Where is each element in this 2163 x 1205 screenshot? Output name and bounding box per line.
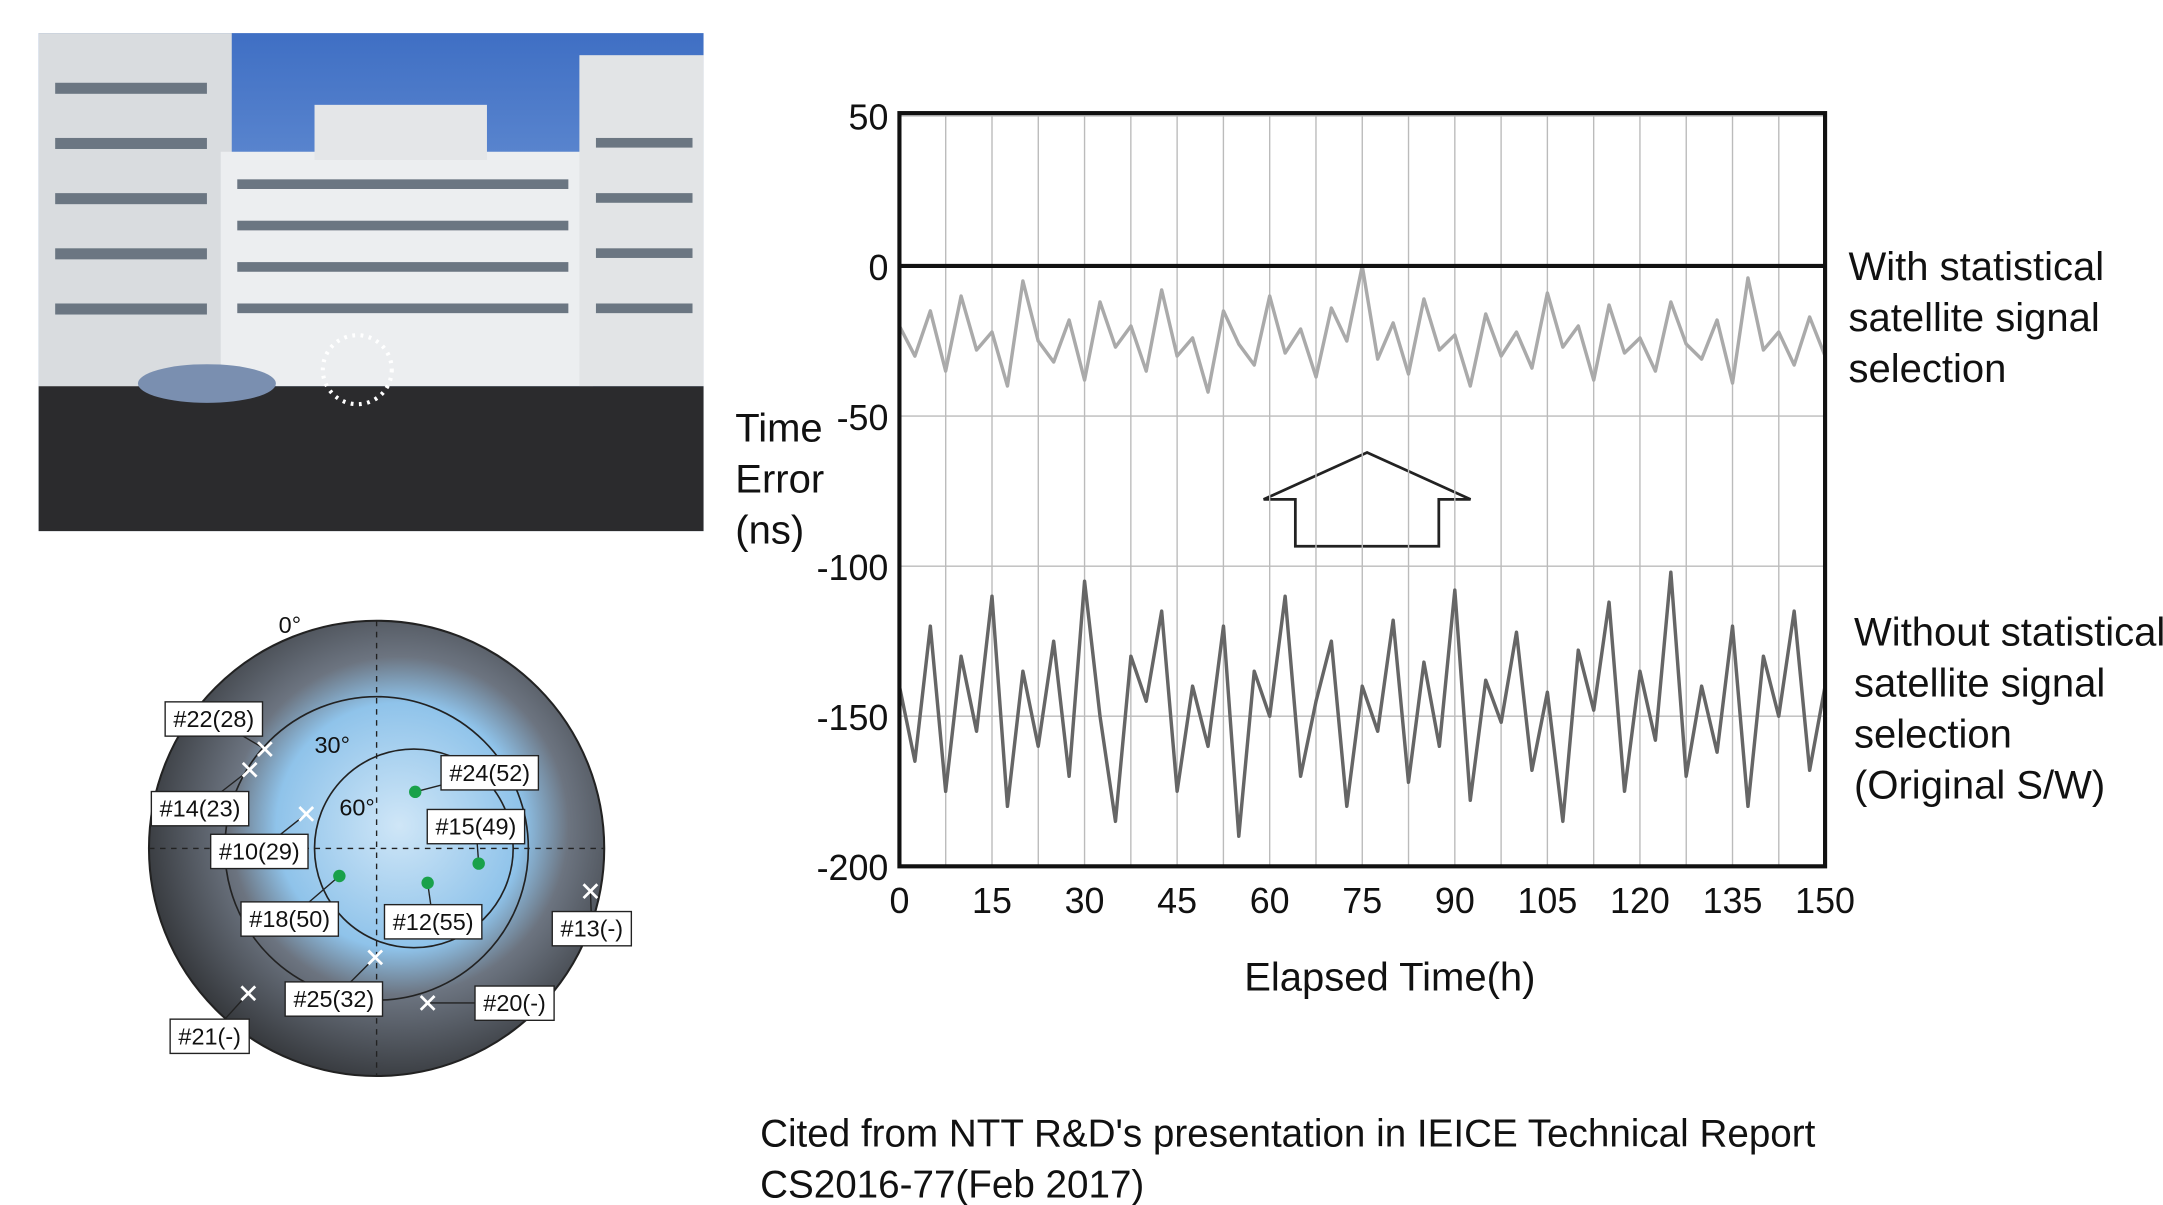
series-annotation: (Original S/W) (1854, 764, 2105, 808)
improvement-arrow (1263, 450, 1472, 548)
plot-frame (897, 111, 1828, 869)
satellite-label-box (150, 790, 250, 827)
satellite-label: #24(52) (449, 760, 530, 786)
visible-satellite (333, 869, 346, 883)
site-photo (38, 33, 704, 532)
satellite-label-box (240, 901, 340, 937)
series-annotation: With statistical (1849, 245, 2105, 289)
satellite-label-box (474, 985, 555, 1022)
y-tick-label: -100 (817, 548, 889, 588)
satellite-label: #22(28) (173, 706, 254, 732)
x-tick-label: 135 (1703, 881, 1763, 921)
y-tick-label: 0 (868, 248, 888, 288)
x-tick-label: 105 (1517, 881, 1577, 921)
satellite-label-box (164, 701, 264, 737)
satellite-label-box (551, 910, 633, 947)
x-tick-label: 90 (1435, 881, 1475, 921)
series-annotation: selection (1854, 713, 2012, 757)
blocked-satellite (367, 949, 384, 966)
y-tick-label: -50 (837, 398, 889, 438)
elevation-label: 0° (279, 612, 301, 638)
chart: -200 -150 -100 -50 0 50 0 15 30 45 60 75 90 105 120 135… (735, 98, 2163, 1000)
satellite-label: #13(-) (561, 916, 624, 942)
content: 0° 30° 60° #22(28) #14(23) #10(29) #18(50) #25(… (38, 33, 2163, 1205)
x-tick-label: 75 (1342, 881, 1382, 921)
caption: Cited from NTT R&D's presentation in IEI… (760, 1112, 1816, 1155)
series-annotation: Without statistical (1854, 611, 2163, 655)
y-tick-label: -150 (817, 698, 889, 738)
satellite-label: #20(-) (483, 990, 546, 1016)
satellite-label: #15(49) (436, 814, 517, 840)
visible-satellite (472, 857, 485, 870)
y-axis-label: Error (735, 457, 824, 501)
satellite-label-box (284, 981, 384, 1017)
satellite-label: #21(-) (178, 1023, 241, 1049)
x-tick-label: 30 (1065, 881, 1105, 921)
satellite-label-box (169, 1018, 250, 1055)
satellite-label-box (426, 808, 526, 845)
caption: CS2016-77(Feb 2017) (760, 1163, 1144, 1205)
blocked-satellite (241, 761, 258, 778)
blocked-satellite (240, 985, 257, 1002)
visible-satellite (421, 876, 434, 890)
series-annotation: satellite signal (1854, 662, 2105, 706)
y-axis-label: Time (735, 406, 822, 450)
satellite-label: #12(55) (393, 909, 474, 935)
x-tick-label: 45 (1157, 881, 1197, 921)
y-tick-label: -200 (817, 848, 889, 888)
satellite-label-box (440, 754, 540, 791)
y-tick-label: 50 (849, 98, 889, 138)
x-tick-label: 0 (889, 881, 909, 921)
blocked-satellite (419, 995, 436, 1011)
x-axis-label: Elapsed Time(h) (1244, 955, 1535, 999)
satellite-label: #10(29) (219, 838, 300, 864)
elevation-label: 30° (315, 732, 350, 758)
satellite-label: #25(32) (293, 986, 374, 1012)
x-tick-label: 150 (1795, 881, 1855, 921)
x-tick-label: 120 (1610, 881, 1670, 921)
blocked-satellite (582, 883, 599, 900)
series-line (897, 570, 1827, 838)
sky-plot: 0° 30° 60° #22(28) #14(23) #10(29) #18(50) #25(… (147, 612, 633, 1078)
elevation-label: 60° (339, 794, 374, 820)
y-axis-label: (ns) (735, 509, 804, 553)
blocked-satellite (256, 741, 273, 757)
x-tick-label: 15 (972, 881, 1012, 921)
visible-satellite (409, 785, 422, 799)
series-annotation: selection (1849, 347, 2007, 391)
satellite-label: #14(23) (160, 796, 241, 822)
x-tick-label: 60 (1250, 881, 1290, 921)
blocked-satellite (298, 806, 315, 822)
satellite-label-box (209, 833, 309, 870)
satellite-label: #18(50) (249, 906, 330, 932)
satellite-label-box (383, 903, 483, 940)
series-annotation: satellite signal (1849, 296, 2100, 340)
